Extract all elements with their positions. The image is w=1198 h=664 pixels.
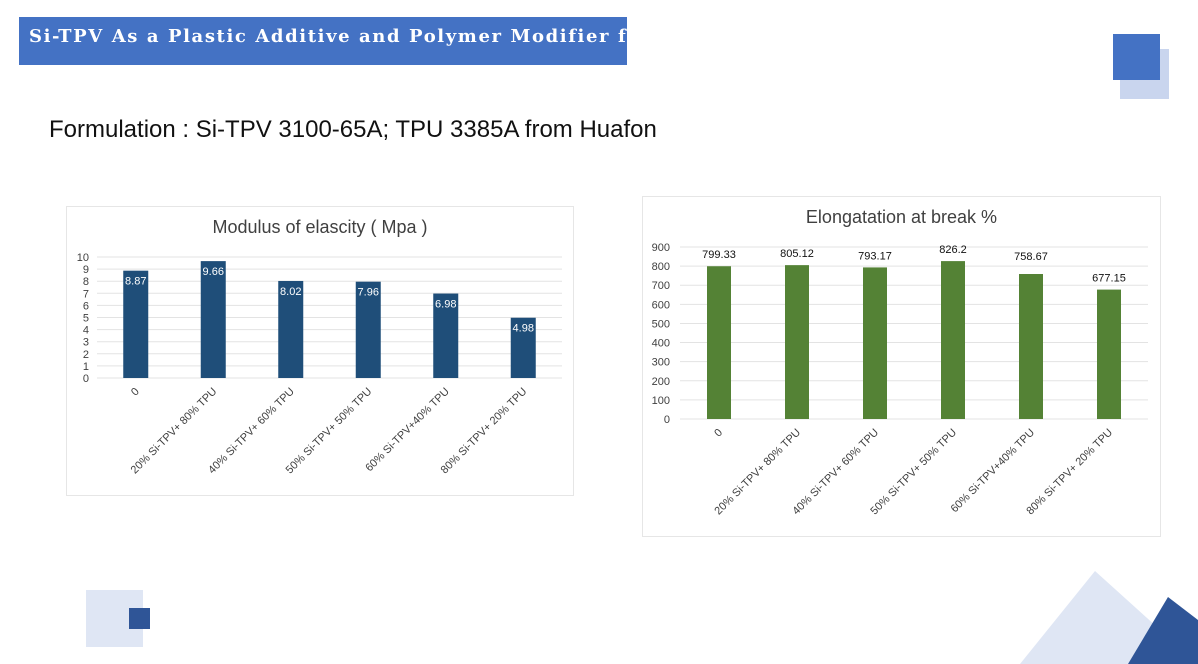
- elongation-bar: [785, 265, 809, 419]
- modulus-ytick-label: 10: [77, 252, 89, 264]
- formulation-text: Formulation : Si-TPV 3100-65A; TPU 3385A…: [49, 116, 657, 143]
- modulus-data-label: 8.87: [125, 276, 146, 288]
- modulus-category-label: 20% Si-TPV+ 80% TPU: [129, 386, 220, 477]
- modulus-bar: [123, 270, 149, 378]
- deco-triangle-light: [1020, 571, 1198, 664]
- elongation-bar: [707, 266, 731, 419]
- elongation-category-label: 20% Si-TPV+ 80% TPU: [712, 427, 803, 518]
- elongation-category-label: 0: [712, 427, 725, 440]
- elongation-data-label: 826.2: [939, 244, 967, 256]
- deco-square-blue: [1113, 34, 1160, 80]
- elongation-ytick-label: 500: [652, 318, 670, 330]
- modulus-bar: [355, 281, 381, 378]
- modulus-data-label: 8.02: [280, 286, 301, 298]
- elongation-chart-title: Elongatation at break %: [806, 207, 997, 227]
- elongation-ytick-label: 200: [652, 376, 670, 388]
- modulus-data-label: 9.66: [203, 266, 224, 278]
- modulus-ytick-label: 4: [83, 325, 89, 337]
- modulus-ytick-label: 3: [83, 337, 89, 349]
- modulus-chart: Modulus of elascity ( Mpa ) 0 1 2 3 4 5 6 7 8 9 10 8…: [66, 206, 574, 496]
- elongation-ytick-label: 700: [652, 280, 670, 292]
- modulus-category-label: 40% Si-TPV+ 60% TPU: [206, 386, 297, 477]
- modulus-category-label: 0: [129, 386, 142, 399]
- modulus-category-label: 60% Si-TPV+40% TPU: [363, 386, 452, 475]
- elongation-data-label: 758.67: [1014, 251, 1048, 263]
- elongation-ytick-label: 100: [652, 395, 670, 407]
- modulus-bar: [200, 261, 226, 378]
- elongation-category-label: 60% Si-TPV+40% TPU: [949, 427, 1038, 516]
- elongation-category-label: 40% Si-TPV+ 60% TPU: [790, 427, 881, 518]
- slide-title-banner: Si-TPV As a Plastic Additive and Polymer…: [19, 17, 706, 65]
- modulus-chart-title: Modulus of elascity ( Mpa ): [212, 217, 427, 237]
- elongation-data-label: 799.33: [702, 249, 736, 261]
- modulus-ytick-label: 1: [83, 361, 89, 373]
- elongation-ytick-label: 800: [652, 261, 670, 273]
- elongation-category-label: 50% Si-TPV+ 50% TPU: [868, 427, 959, 518]
- modulus-ytick-label: 2: [83, 349, 89, 361]
- modulus-ytick-label: 0: [83, 373, 89, 385]
- elongation-chart-svg: Elongatation at break % 0 100 200 300 400 500 6…: [652, 207, 1148, 518]
- elongation-bar: [1019, 274, 1043, 419]
- elongation-bar: [941, 261, 965, 419]
- deco-square-bottom-dark: [129, 608, 150, 629]
- deco-triangle-dark: [1128, 597, 1198, 664]
- elongation-bar: [863, 267, 887, 419]
- modulus-ytick-label: 9: [83, 264, 89, 276]
- modulus-data-label: 4.98: [513, 323, 534, 335]
- elongation-bar: [1097, 289, 1121, 419]
- modulus-bar: [278, 280, 304, 378]
- modulus-bar: [433, 293, 459, 378]
- elongation-category-label: 80% Si-TPV+ 20% TPU: [1024, 427, 1115, 518]
- elongation-data-label: 805.12: [780, 248, 814, 260]
- modulus-ytick-label: 8: [83, 276, 89, 288]
- slide-title: Si-TPV As a Plastic Additive and Polymer…: [29, 26, 708, 47]
- modulus-data-label: 6.98: [435, 299, 456, 311]
- elongation-data-label: 793.17: [858, 250, 892, 262]
- elongation-chart: Elongatation at break % 0 100 200 300 400 500 6…: [642, 196, 1161, 537]
- modulus-category-label: 50% Si-TPV+ 50% TPU: [284, 386, 375, 477]
- modulus-data-label: 7.96: [358, 287, 379, 299]
- elongation-ytick-label: 900: [652, 242, 670, 254]
- elongation-ytick-label: 0: [664, 414, 670, 426]
- modulus-category-label: 80% Si-TPV+ 20% TPU: [439, 386, 530, 477]
- modulus-bar: [510, 317, 536, 378]
- modulus-ytick-label: 5: [83, 313, 89, 325]
- modulus-chart-svg: Modulus of elascity ( Mpa )0123456789108…: [77, 217, 562, 477]
- modulus-ytick-label: 7: [83, 288, 89, 300]
- elongation-ytick-label: 600: [652, 299, 670, 311]
- elongation-ytick-label: 400: [652, 338, 670, 350]
- elongation-ytick-label: 300: [652, 357, 670, 369]
- modulus-ytick-label: 6: [83, 300, 89, 312]
- elongation-data-label: 677.15: [1092, 273, 1126, 285]
